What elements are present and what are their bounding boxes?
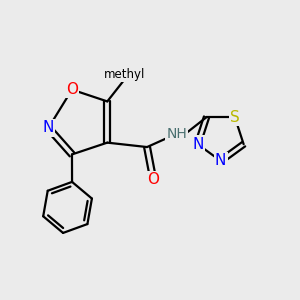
Text: methyl: methyl [104,68,146,81]
Text: S: S [230,110,240,125]
Text: O: O [147,172,159,187]
Text: O: O [66,82,78,97]
Text: N: N [43,120,54,135]
Text: N: N [215,153,226,168]
Text: N: N [192,137,203,152]
Text: NH: NH [166,127,187,141]
